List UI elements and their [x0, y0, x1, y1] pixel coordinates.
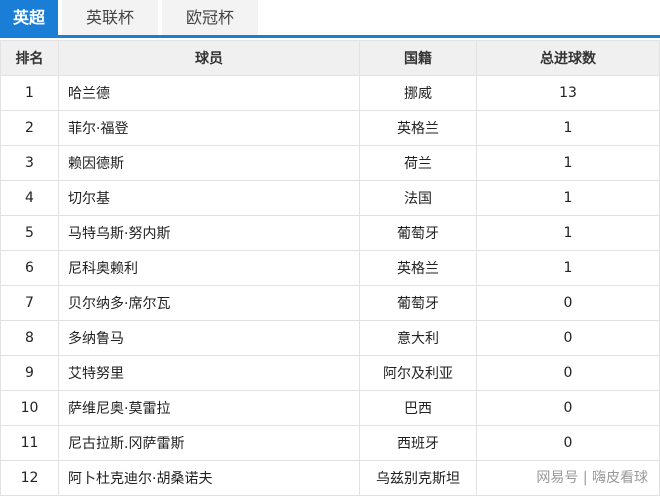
cell-nationality: 乌兹别克斯坦 [359, 460, 477, 496]
cell-player[interactable]: 菲尔·福登 [58, 110, 360, 146]
cell-player[interactable]: 哈兰德 [58, 75, 360, 111]
cell-rank: 12 [0, 460, 59, 496]
table-row[interactable]: 3 赖因德斯 荷兰 1 [0, 145, 660, 181]
cell-player[interactable]: 尼古拉斯.冈萨雷斯 [58, 425, 360, 461]
tab-1[interactable]: 英联杯 [62, 0, 158, 35]
cell-nationality: 巴西 [359, 390, 477, 426]
table-row[interactable]: 4 切尔基 法国 1 [0, 180, 660, 216]
cell-goals: 1 [476, 145, 660, 181]
cell-rank: 3 [0, 145, 59, 181]
cell-nationality: 西班牙 [359, 425, 477, 461]
table-row[interactable]: 7 贝尔纳多·席尔瓦 葡萄牙 0 [0, 285, 660, 321]
cell-goals: 13 [476, 75, 660, 111]
tab-2[interactable]: 欧冠杯 [162, 0, 258, 35]
cell-rank: 9 [0, 355, 59, 391]
scorers-table: 排名 球员 国籍 总进球数 1 哈兰德 挪威 13 2 菲尔·福登 英格兰 1 3 赖因德斯 荷兰 1… [0, 40, 660, 496]
cell-goals: 0 [476, 390, 660, 426]
cell-player[interactable]: 贝尔纳多·席尔瓦 [58, 285, 360, 321]
table-row[interactable]: 5 马特乌斯·努内斯 葡萄牙 1 [0, 215, 660, 251]
col-player[interactable]: 球员 [58, 40, 360, 76]
cell-goals: 0 [476, 285, 660, 321]
cell-rank: 4 [0, 180, 59, 216]
cell-rank: 1 [0, 75, 59, 111]
table-row[interactable]: 6 尼科奥赖利 英格兰 1 [0, 250, 660, 286]
cell-nationality: 荷兰 [359, 145, 477, 181]
cell-nationality: 阿尔及利亚 [359, 355, 477, 391]
cell-nationality: 法国 [359, 180, 477, 216]
cell-player[interactable]: 多纳鲁马 [58, 320, 360, 356]
cell-nationality: 英格兰 [359, 110, 477, 146]
cell-player[interactable]: 萨维尼奥·莫雷拉 [58, 390, 360, 426]
cell-nationality: 意大利 [359, 320, 477, 356]
cell-goals: 0 [476, 320, 660, 356]
cell-goals: 1 [476, 250, 660, 286]
table-row[interactable]: 10 萨维尼奥·莫雷拉 巴西 0 [0, 390, 660, 426]
cell-nationality: 葡萄牙 [359, 285, 477, 321]
watermark: 网易号 | 嗨皮看球 [536, 467, 648, 487]
cell-rank: 6 [0, 250, 59, 286]
col-goals[interactable]: 总进球数 [476, 40, 660, 76]
cell-goals: 0 [476, 425, 660, 461]
cell-goals: 1 [476, 110, 660, 146]
table-row[interactable]: 1 哈兰德 挪威 13 [0, 75, 660, 111]
cell-nationality: 英格兰 [359, 250, 477, 286]
table-row[interactable]: 11 尼古拉斯.冈萨雷斯 西班牙 0 [0, 425, 660, 461]
cell-rank: 11 [0, 425, 59, 461]
cell-goals: 1 [476, 180, 660, 216]
table-row[interactable]: 2 菲尔·福登 英格兰 1 [0, 110, 660, 146]
table-header: 排名 球员 国籍 总进球数 [0, 40, 660, 76]
cell-rank: 2 [0, 110, 59, 146]
tab-0[interactable]: 英超 [0, 0, 58, 35]
cell-rank: 10 [0, 390, 59, 426]
cell-player[interactable]: 艾特努里 [58, 355, 360, 391]
cell-rank: 7 [0, 285, 59, 321]
table-row[interactable]: 9 艾特努里 阿尔及利亚 0 [0, 355, 660, 391]
cell-rank: 8 [0, 320, 59, 356]
col-rank[interactable]: 排名 [0, 40, 59, 76]
col-nationality[interactable]: 国籍 [359, 40, 477, 76]
cell-nationality: 挪威 [359, 75, 477, 111]
cell-goals: 1 [476, 215, 660, 251]
cell-player[interactable]: 尼科奥赖利 [58, 250, 360, 286]
cell-goals: 0 [476, 355, 660, 391]
cell-player[interactable]: 切尔基 [58, 180, 360, 216]
cell-nationality: 葡萄牙 [359, 215, 477, 251]
cell-player[interactable]: 赖因德斯 [58, 145, 360, 181]
cell-player[interactable]: 马特乌斯·努内斯 [58, 215, 360, 251]
competition-tabs: 英超 英联杯 欧冠杯 [0, 0, 660, 38]
cell-player[interactable]: 阿卜杜克迪尔·胡桑诺夫 [58, 460, 360, 496]
cell-rank: 5 [0, 215, 59, 251]
table-row[interactable]: 8 多纳鲁马 意大利 0 [0, 320, 660, 356]
